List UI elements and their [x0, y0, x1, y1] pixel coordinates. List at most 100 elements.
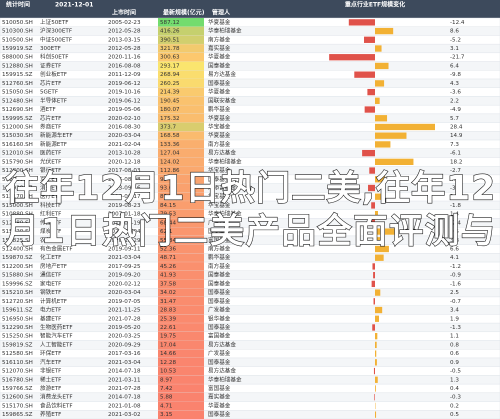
change-bar	[375, 132, 407, 139]
change-bar	[375, 306, 383, 314]
cell: 2011-12-09	[108, 72, 141, 78]
cell: 516950.SH	[2, 316, 33, 322]
change-bar	[375, 254, 384, 261]
cell: 2019-09-20	[108, 273, 141, 279]
row-bg	[0, 253, 500, 263]
cell: 515000.SH	[2, 203, 33, 209]
cell: 新能源ETF	[40, 140, 67, 148]
change-label: 4.1	[450, 255, 459, 261]
change-bar	[375, 245, 389, 253]
cell: 373.7	[160, 124, 176, 130]
cell: 消费ETF	[40, 183, 61, 191]
row-bg	[0, 157, 500, 167]
size-cell	[158, 366, 204, 376]
cell: 512200.SH	[2, 264, 33, 270]
cell: 300ETF	[40, 46, 61, 52]
column-header: 上市时间	[112, 9, 136, 17]
cell: 2013-10-28	[108, 151, 141, 157]
cell: 银行ETF	[40, 166, 61, 174]
cell: 2020-12-18	[108, 159, 141, 165]
header-label: 统计时间	[6, 1, 30, 9]
cell: 红利ETF	[40, 210, 61, 218]
cell: 通信ETF	[40, 271, 61, 279]
cell: 2021-07-28	[108, 386, 141, 392]
cell: 512010.SH	[2, 151, 33, 157]
size-cell	[158, 253, 204, 263]
change-label: -0.9	[450, 273, 461, 279]
cell: 293.17	[160, 63, 180, 69]
change-label: -0.3	[450, 395, 461, 401]
cell: 钢铁ETF	[40, 288, 61, 296]
cell: 2007-01-18	[108, 212, 141, 218]
cell: 19.75	[160, 334, 176, 340]
cell: 84.15	[160, 203, 176, 209]
cell: 588000.SH	[2, 55, 33, 61]
cell: 159870.SZ	[2, 255, 33, 261]
cell: 南方基金	[208, 245, 231, 253]
cell: 512400.SH	[2, 247, 33, 253]
change-label: -3.3	[450, 185, 461, 191]
cell: 智能汽车ETF	[40, 332, 73, 340]
cell: 2013-09-16	[108, 185, 141, 191]
row-bg	[0, 392, 500, 402]
cell: 华夏基金	[208, 88, 231, 96]
change-bar	[373, 272, 375, 279]
cell: 芯片ETF	[40, 79, 61, 87]
change-label: 0.5	[450, 412, 459, 418]
cell: 512170.SH	[2, 194, 33, 200]
cell: 华宝基金	[208, 192, 231, 200]
cell: 国泰基金	[208, 227, 231, 235]
row-bg	[0, 43, 500, 54]
cell: 国泰基金	[208, 297, 231, 305]
size-cell	[158, 61, 204, 71]
cell: 515790.SH	[2, 159, 33, 165]
cell: 510300.SH	[2, 29, 33, 35]
change-bar	[367, 88, 375, 96]
cell: 260.25	[160, 81, 180, 87]
cell: 48.71	[160, 255, 176, 261]
cell: 133.36	[160, 142, 180, 148]
cell: 化工ETF	[40, 253, 61, 261]
change-label: 0.8	[450, 342, 459, 348]
cell: 2019-06-17	[108, 194, 141, 200]
change-bar	[362, 149, 375, 157]
cell: 南方基金	[208, 35, 231, 43]
row-bg	[0, 322, 500, 333]
cell: 2020-02-10	[108, 116, 141, 122]
cell: 159928.SZ	[2, 185, 33, 191]
row-bg	[0, 383, 500, 394]
size-cell	[158, 340, 204, 350]
change-label: 1.1	[450, 334, 459, 340]
change-bar	[354, 71, 375, 78]
row-bg	[0, 35, 500, 45]
size-cell	[158, 79, 204, 88]
column-header: 最新规模(亿元)	[163, 9, 205, 17]
cell: 68.44	[160, 220, 176, 226]
change-bar	[369, 219, 375, 227]
row-bg	[0, 314, 500, 324]
change-label: 6.6	[450, 247, 459, 253]
change-bar	[348, 19, 375, 26]
change-bar	[371, 202, 375, 209]
change-bar	[375, 333, 378, 340]
change-bar	[375, 45, 382, 52]
cell: 2019-05-20	[108, 325, 141, 331]
cell: 512070.SH	[2, 369, 33, 375]
change-bar	[375, 210, 378, 218]
cell: 基建ETF	[40, 314, 61, 322]
cell: 515250.SH	[2, 334, 33, 340]
cell: 93.61	[160, 185, 176, 191]
size-cell	[158, 87, 204, 97]
size-cell	[158, 52, 204, 62]
change-bar	[329, 54, 375, 61]
size-cell	[158, 349, 204, 358]
cell: 富国基金	[208, 236, 231, 244]
change-label: -3.6	[450, 90, 461, 96]
row-bg	[0, 366, 500, 376]
cell: 国泰基金	[208, 358, 231, 366]
size-cell	[158, 157, 204, 167]
change-label: 14.9	[450, 133, 463, 139]
cell: 321.78	[160, 46, 180, 52]
cell: 515030.SH	[2, 133, 33, 139]
